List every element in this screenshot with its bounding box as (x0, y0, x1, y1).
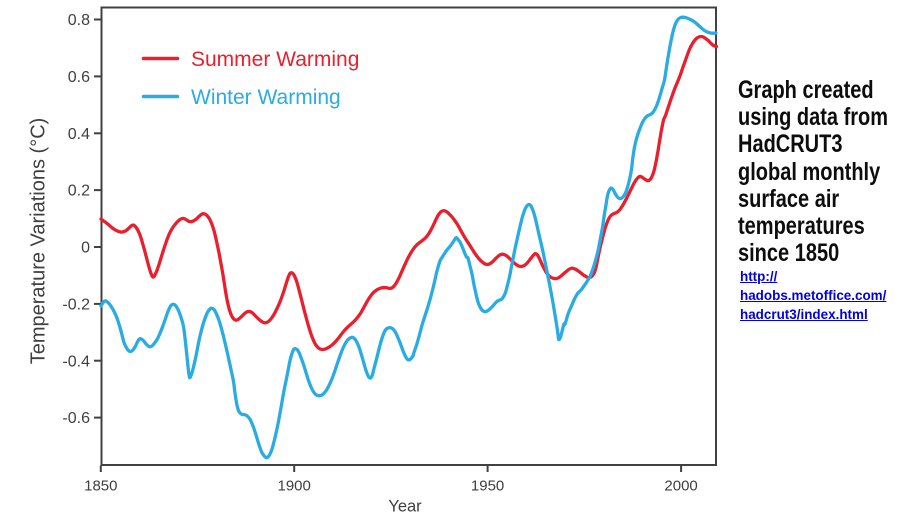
svg-text:Winter Warming: Winter Warming (191, 86, 341, 109)
svg-text:1950: 1950 (471, 478, 504, 495)
svg-text:1850: 1850 (84, 478, 117, 495)
svg-text:-0.4: -0.4 (62, 353, 90, 370)
svg-text:0.4: 0.4 (68, 126, 90, 143)
svg-text:0: 0 (81, 240, 90, 257)
svg-text:-0.6: -0.6 (62, 410, 90, 427)
svg-text:0.6: 0.6 (68, 69, 90, 86)
svg-text:1900: 1900 (278, 478, 311, 495)
svg-text:Summer Warming: Summer Warming (191, 48, 359, 71)
svg-text:-0.2: -0.2 (62, 297, 90, 314)
svg-text:2000: 2000 (664, 478, 697, 495)
svg-text:Temperature Variations (°C): Temperature Variations (°C) (28, 118, 50, 365)
svg-text:Year: Year (388, 498, 422, 516)
svg-text:0.8: 0.8 (68, 12, 90, 29)
svg-text:0.2: 0.2 (68, 183, 90, 200)
